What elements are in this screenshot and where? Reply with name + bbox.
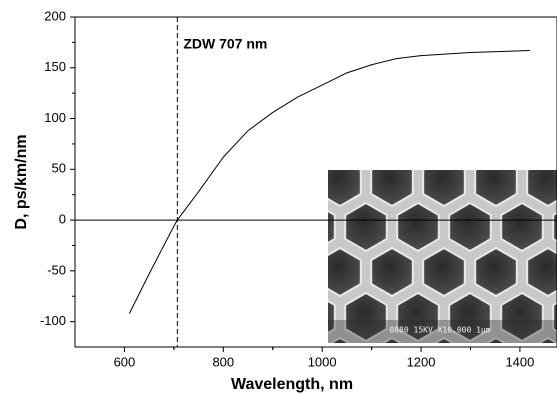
y-tick-label: 150: [44, 59, 66, 74]
page: 0880 15KV X10,000 1μm Wavelength, nm D, …: [0, 0, 557, 396]
x-tick-label: 1400: [505, 354, 534, 369]
inset-hole: [293, 113, 335, 161]
inset-hole: [553, 113, 557, 161]
x-tick-label: 800: [212, 354, 234, 369]
y-tick-label: -50: [47, 262, 66, 277]
inset-hole: [397, 113, 439, 161]
x-axis-label: Wavelength, nm: [231, 376, 353, 393]
y-tick-label: 100: [44, 110, 66, 125]
inset-hole: [267, 158, 309, 206]
inset-label: 0880 15KV X10,000 1μm: [389, 326, 490, 335]
annotation: ZDW 707 nm: [183, 36, 267, 52]
y-tick-label: 200: [44, 8, 66, 23]
x-tick-label: 600: [114, 354, 136, 369]
x-tick-label: 1000: [308, 354, 337, 369]
y-tick-label: -100: [40, 313, 66, 328]
inset-hole: [345, 113, 387, 161]
x-tick-label: 1200: [407, 354, 436, 369]
y-tick-label: 0: [59, 212, 66, 227]
inset-hole: [501, 113, 543, 161]
inset-hole: [449, 113, 491, 161]
inset-hole: [267, 248, 309, 296]
inset-image: 0880 15KV X10,000 1μm: [267, 113, 557, 386]
y-axis-label: D, ps/km/nm: [13, 134, 30, 229]
chart: 0880 15KV X10,000 1μm Wavelength, nm D, …: [0, 0, 557, 396]
y-tick-label: 50: [52, 161, 66, 176]
